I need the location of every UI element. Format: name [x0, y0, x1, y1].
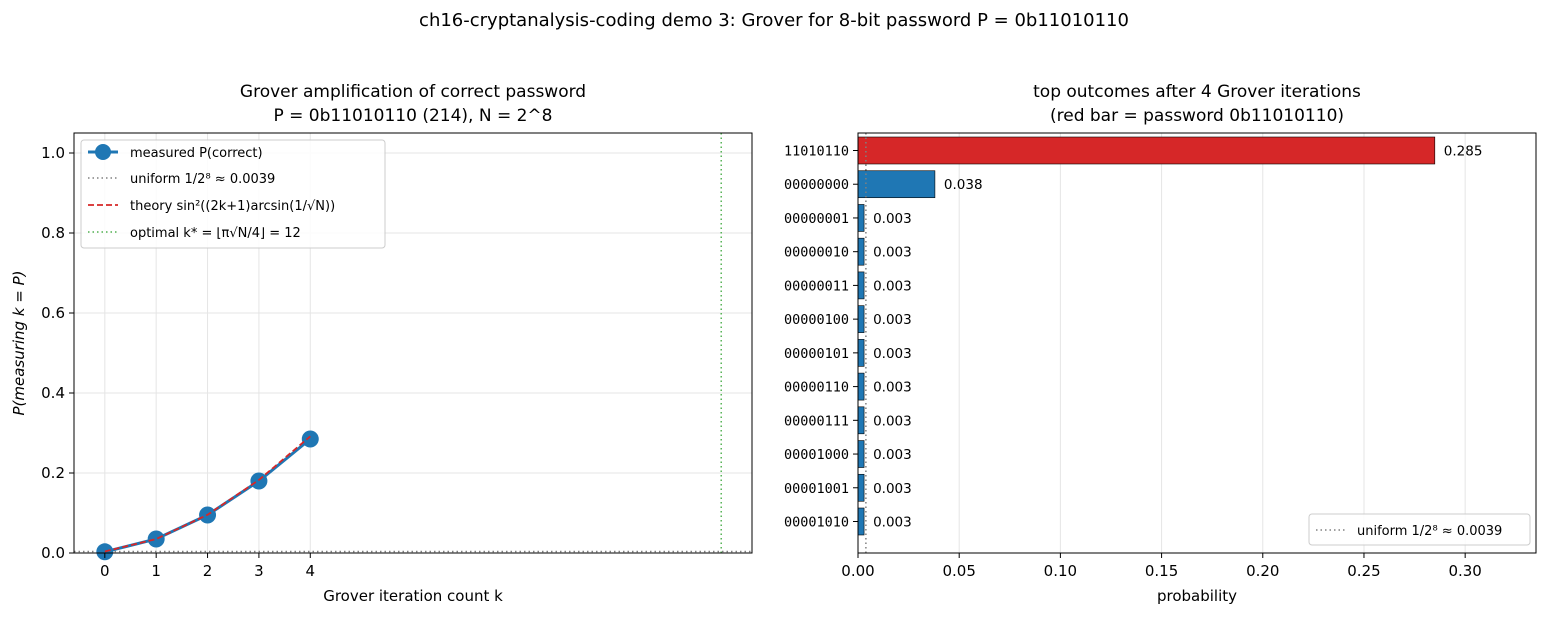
right-y-tick-label: 00001010 [784, 515, 849, 531]
bar-00000010 [857, 237, 865, 266]
right-y-tick-label: 00000110 [784, 380, 849, 396]
left-y-tick-label: 0.6 [41, 304, 65, 322]
right-y-tick-label: 11010110 [784, 144, 849, 160]
left-x-tick-label: 4 [305, 562, 315, 580]
bar-00000110 [857, 372, 865, 401]
right-y-ticks: 11010110 00000000 00000001 00000010 00000011… [784, 144, 858, 531]
left-x-ticks: 0 1 2 3 4 [100, 553, 315, 580]
right-x-tick-label: 0.15 [1145, 562, 1178, 580]
bar-00001010 [857, 507, 865, 536]
right-y-tick-label: 00001001 [784, 481, 849, 497]
left-legend-box [80, 139, 386, 249]
left-x-tick-label: 0 [100, 562, 110, 580]
measured-marker [301, 430, 319, 448]
legend-optimal-label: optimal k* = ⌊π√N/4⌋ = 12 [130, 226, 301, 241]
bar-value-label: 0.003 [873, 380, 912, 396]
right-y-tick-label: 00000100 [784, 312, 849, 328]
bar-00000000 [857, 170, 936, 199]
right-y-tick-label: 00000001 [784, 211, 849, 227]
figure-suptitle: ch16-cryptanalysis-coding demo 3: Grover… [419, 10, 1129, 31]
left-y-tick-label: 0.0 [41, 544, 65, 562]
bar-00001001 [857, 473, 865, 502]
right-x-tick-label: 0.00 [841, 562, 874, 580]
left-y-tick-label: 0.2 [41, 464, 65, 482]
bar-value-label: 0.003 [873, 413, 912, 429]
right-legend-uniform-label: uniform 1/2⁸ ≈ 0.0039 [1357, 524, 1502, 539]
left-plot-frame [73, 132, 753, 554]
measured-marker [96, 543, 114, 561]
bar-value-label: 0.003 [873, 211, 912, 227]
bar-value-label: 0.003 [873, 447, 912, 463]
left-y-tick-label: 0.4 [41, 384, 65, 402]
left-chart-title: Grover amplification of correct password [240, 82, 586, 102]
legend-entry-uniform: uniform 1/2⁸ ≈ 0.0039 [88, 172, 275, 187]
bar-value-label: 0.285 [1444, 144, 1483, 160]
right-legend-box [1308, 513, 1531, 546]
bar-value-label: 0.003 [873, 312, 912, 328]
right-y-tick-label: 00000101 [784, 346, 849, 362]
right-x-tick-label: 0.10 [1044, 562, 1077, 580]
right-y-tick-label: 00000010 [784, 245, 849, 261]
measured-marker [147, 530, 165, 548]
bar-00000100 [857, 305, 865, 333]
left-y-tick-label: 1.0 [41, 144, 65, 162]
right-y-tick-label: 00001000 [784, 447, 849, 463]
bar-value-label: 0.003 [873, 278, 912, 294]
left-x-tick-label: 3 [254, 562, 264, 580]
legend-measured-label: measured P(correct) [130, 146, 263, 161]
legend-measured-marker [95, 144, 111, 160]
left-chart: Grover amplification of correct password… [10, 82, 753, 605]
left-y-ticks: 0.0 0.2 0.4 0.6 0.8 1.0 [41, 144, 74, 562]
bar-11010110 [857, 136, 1436, 165]
left-x-tick-label: 2 [203, 562, 213, 580]
theory-line [104, 435, 311, 553]
left-x-tick-label: 1 [151, 562, 161, 580]
right-legend: uniform 1/2⁸ ≈ 0.0039 [1308, 513, 1531, 546]
bar-00000111 [857, 406, 865, 435]
bar-value-label: 0.038 [944, 177, 983, 193]
right-x-ticks: 0.00 0.05 0.10 0.15 0.20 0.25 0.30 [841, 553, 1482, 580]
right-x-axis-label: probability [1157, 587, 1237, 605]
legend-uniform-label: uniform 1/2⁸ ≈ 0.0039 [130, 172, 275, 187]
right-y-tick-label: 00000011 [784, 278, 849, 294]
left-chart-subtitle: P = 0b11010110 (214), N = 2^8 [273, 106, 552, 126]
bar-value-label: 0.003 [873, 245, 912, 261]
right-chart-title: top outcomes after 4 Grover iterations [1033, 82, 1361, 102]
legend-theory-label: theory sin²((2k+1)arcsin(1/√N)) [130, 199, 335, 214]
right-y-tick-label: 00000000 [784, 177, 849, 193]
legend-entry-optimal: optimal k* = ⌊π√N/4⌋ = 12 [88, 226, 301, 241]
left-legend: measured P(correct) uniform 1/2⁸ ≈ 0.003… [80, 139, 386, 249]
right-chart-subtitle: (red bar = password 0b11010110) [1050, 106, 1344, 126]
right-x-tick-label: 0.05 [942, 562, 975, 580]
left-y-axis-label: P(measuring k = P) [10, 270, 28, 415]
left-series [96, 430, 319, 561]
bar-value-label: 0.003 [873, 481, 912, 497]
bar-00000101 [857, 339, 865, 367]
right-x-tick-label: 0.20 [1246, 562, 1279, 580]
left-y-tick-label: 0.8 [41, 224, 65, 242]
bar-value-label: 0.003 [873, 515, 912, 531]
right-plot-frame [857, 132, 1537, 554]
right-bars: 0.285 0.038 0.003 0.003 0.003 0.003 0.003 0.003… [857, 136, 1483, 536]
legend-entry-measured: measured P(correct) [88, 144, 263, 161]
bar-value-label: 0.003 [873, 346, 912, 362]
right-x-tick-label: 0.30 [1448, 562, 1481, 580]
bar-00000011 [857, 271, 865, 300]
right-x-tick-label: 0.25 [1347, 562, 1380, 580]
left-reference-lines [74, 133, 752, 553]
left-x-axis-label: Grover iteration count k [323, 587, 503, 605]
legend-entry-theory: theory sin²((2k+1)arcsin(1/√N)) [88, 199, 335, 214]
bar-00000001 [857, 204, 865, 232]
right-y-tick-label: 00000111 [784, 413, 849, 429]
bar-00001000 [857, 440, 865, 468]
right-gridlines [857, 133, 1466, 553]
right-chart: top outcomes after 4 Grover iterations (… [784, 82, 1537, 605]
